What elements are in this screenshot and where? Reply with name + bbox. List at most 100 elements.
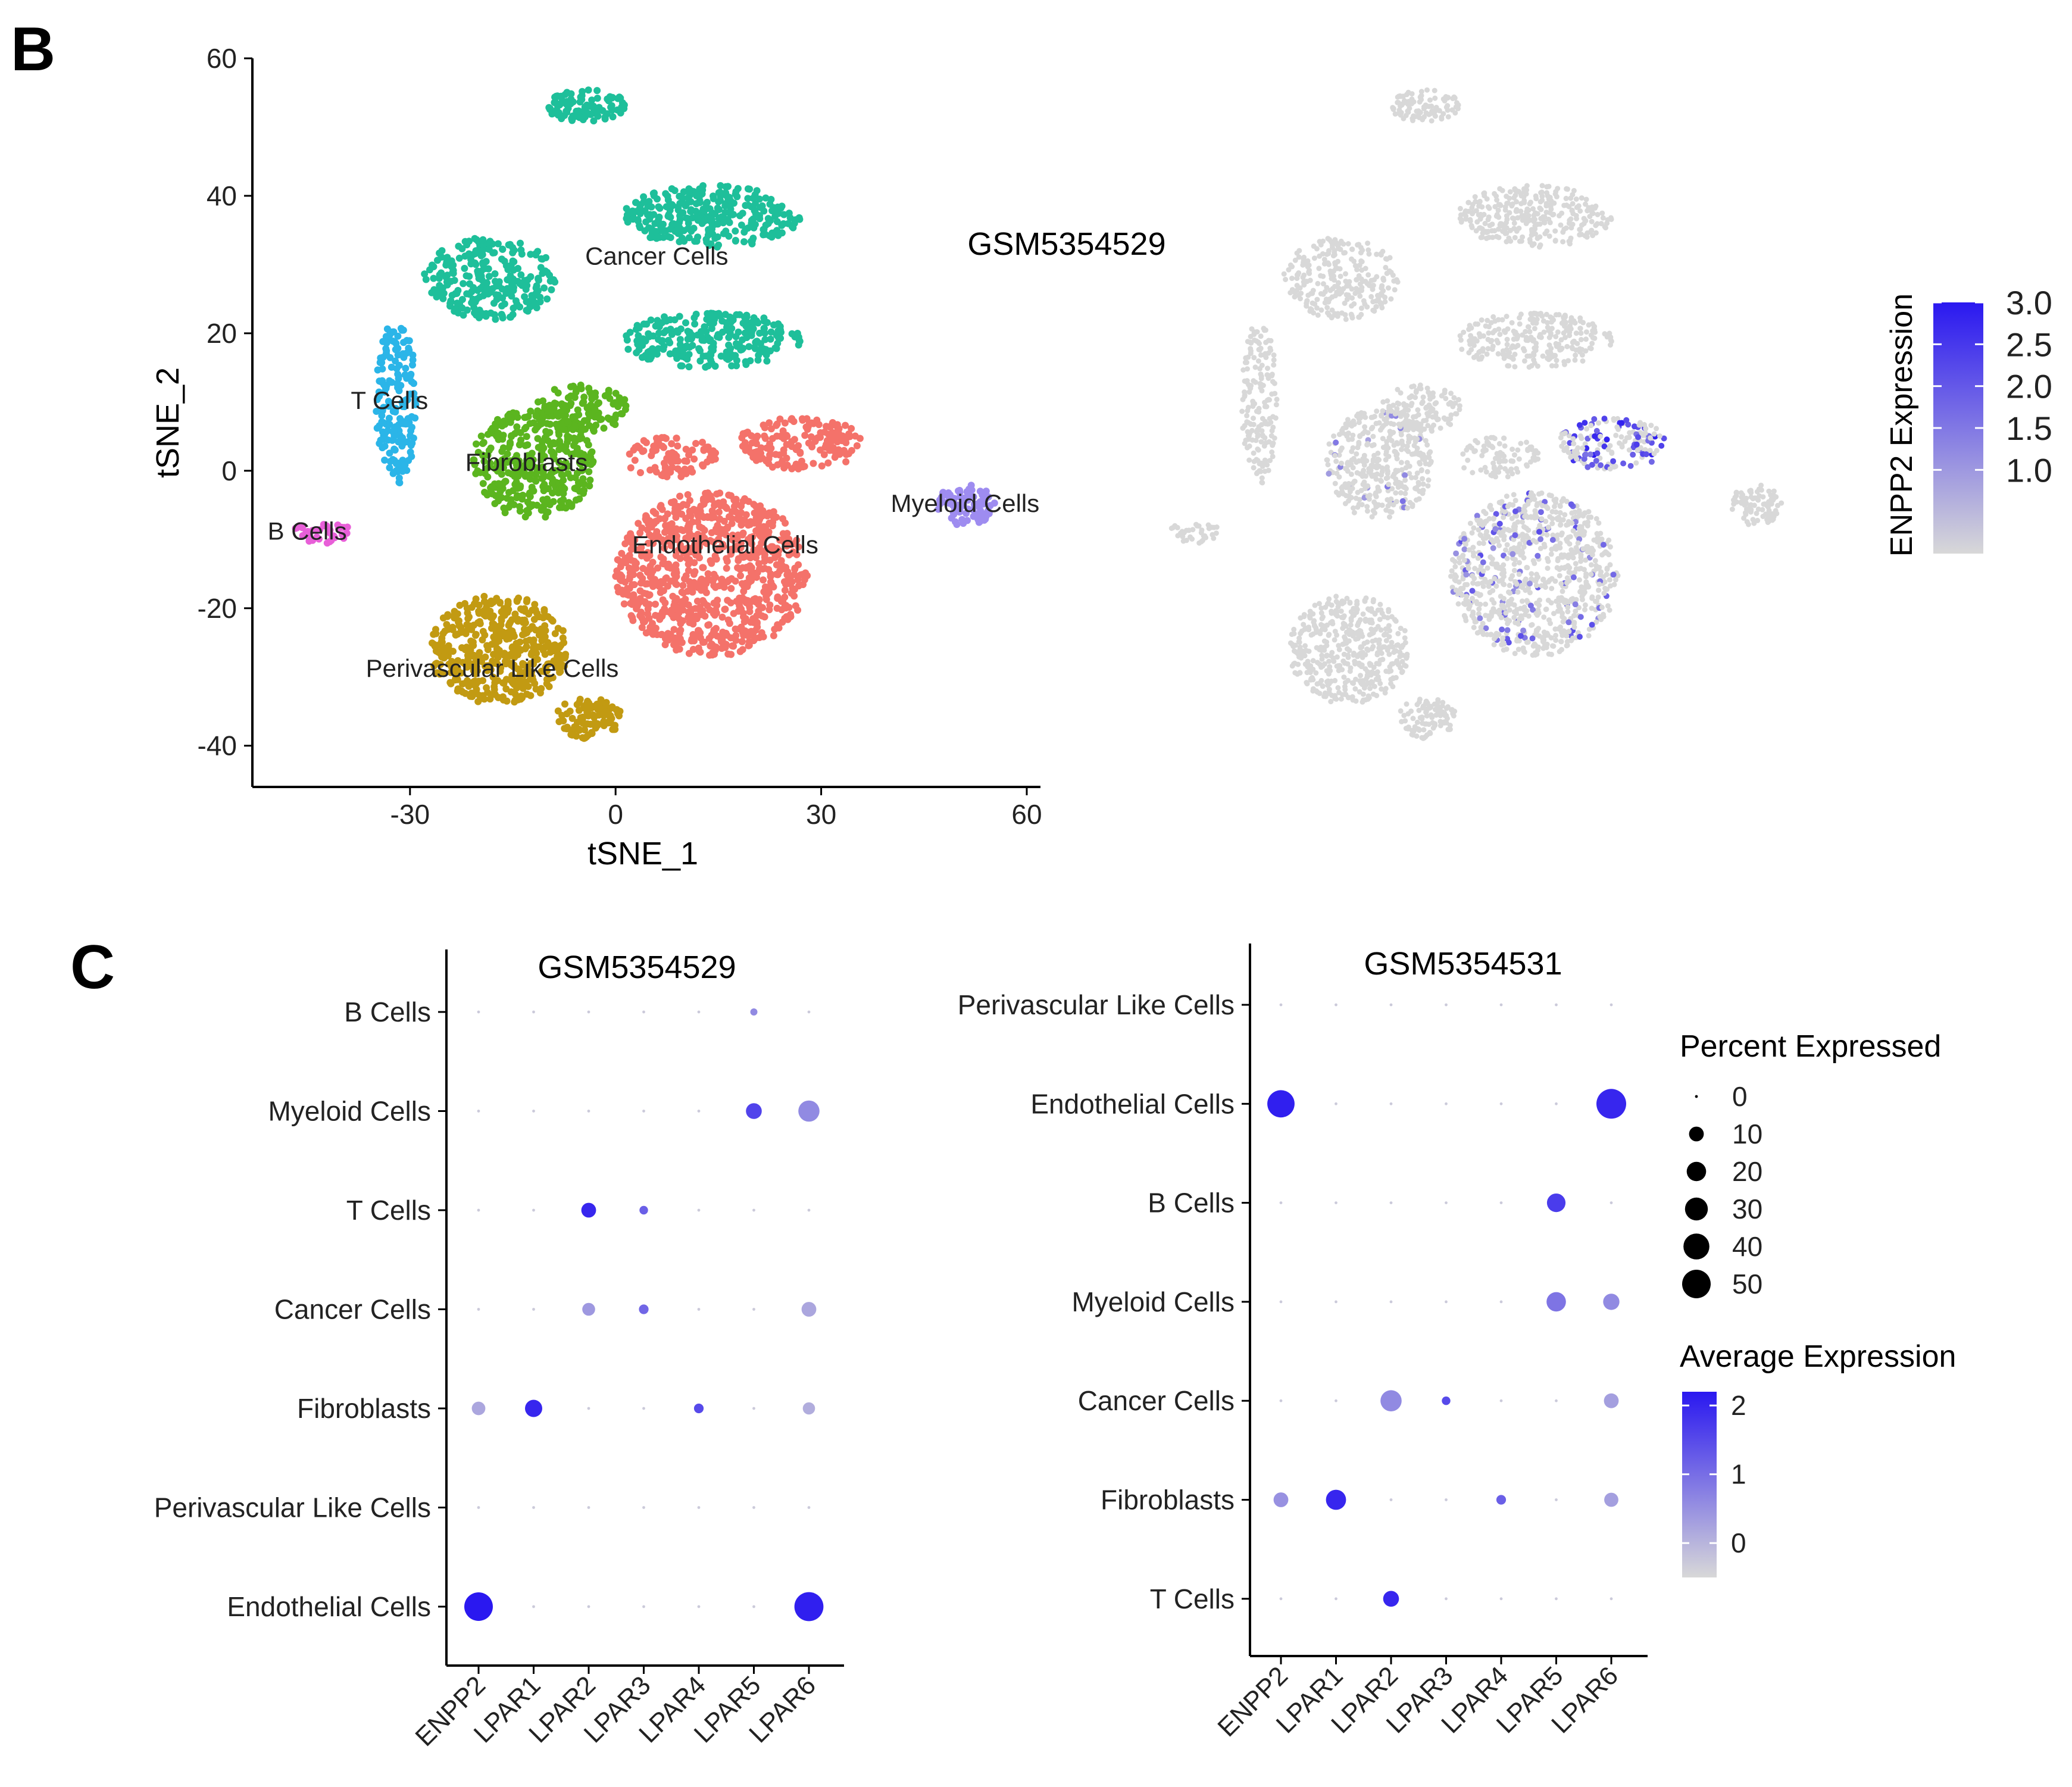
tsne-cell-point — [555, 109, 562, 117]
feature-cell-point — [1354, 460, 1360, 465]
feature-cell-point — [1482, 193, 1487, 199]
tsne-cell-point — [848, 446, 855, 454]
tsne-cell-point — [705, 635, 713, 642]
tsne-cell-point — [677, 626, 685, 634]
feature-cell-point — [1365, 440, 1371, 446]
feature-cell-point — [1542, 231, 1548, 236]
tsne-cell-point — [581, 726, 589, 733]
tsne-cell-point — [701, 323, 708, 330]
tsne-cell-point — [760, 576, 767, 584]
tsne-cell-point — [722, 629, 730, 637]
tsne-cell-point — [543, 268, 551, 276]
tsne-cell-point — [567, 95, 575, 103]
feature-cell-point — [1409, 96, 1415, 102]
feature-cell-point — [1589, 208, 1595, 214]
tsne-cell-point — [516, 303, 524, 311]
tsne-cell-point — [685, 351, 693, 358]
feature-cell-point — [1504, 314, 1510, 319]
x-tick-label: -30 — [390, 799, 430, 830]
tsne-cell-point — [728, 362, 736, 370]
feature-cell-point — [1593, 230, 1599, 236]
feature-cell-point — [1589, 227, 1595, 233]
feature-cell-point — [1358, 245, 1364, 251]
feature-cell-point — [1561, 202, 1567, 208]
feature-cell-point — [1262, 327, 1268, 333]
feature-cell-point — [1429, 118, 1435, 124]
feature-cell-point — [1342, 312, 1348, 318]
feature-cell-point — [1267, 373, 1273, 379]
tsne-cell-point — [480, 439, 487, 446]
tsne-cell-point — [591, 719, 599, 727]
feature-cell-point — [1374, 408, 1380, 414]
feature-cell-point — [1265, 397, 1270, 403]
feature-cell-point — [1349, 246, 1355, 252]
feature-cell-point — [1573, 347, 1579, 353]
tsne-cell-point — [472, 632, 479, 639]
tsne-cell-point — [455, 254, 463, 262]
tsne-cell-point — [729, 352, 737, 360]
tsne-cell-point — [382, 338, 389, 346]
tsne-cell-point — [689, 446, 696, 454]
feature-cell-point — [1410, 504, 1415, 510]
feature-cell-point — [1532, 223, 1538, 229]
tsne-cell-point — [465, 290, 473, 298]
tsne-cell-point — [671, 634, 679, 642]
tsne-cell-point — [439, 630, 447, 638]
tsne-cell-point — [777, 432, 785, 440]
feature-cell-point — [1495, 351, 1501, 357]
tsne-cell-point — [549, 489, 557, 497]
feature-cell-point — [1525, 324, 1531, 330]
tsne-cell-point — [449, 626, 457, 633]
feature-cell-point — [1365, 240, 1371, 246]
feature-cell-point — [1546, 342, 1552, 348]
tsne-cell-point — [589, 711, 597, 718]
feature-cell-point — [1554, 312, 1559, 318]
feature-cell-point — [1380, 445, 1386, 451]
tsne-cell-point — [825, 440, 833, 448]
feature-cell-point — [1542, 220, 1548, 226]
tsne-cell-point — [649, 583, 657, 591]
feature-cell-point — [1418, 421, 1424, 427]
feature-cell-point — [1580, 320, 1586, 326]
feature-cell-point — [1294, 276, 1300, 282]
feature-cell-point — [1573, 352, 1579, 358]
feature-cell-point — [1254, 408, 1260, 414]
feature-cell-point — [1315, 312, 1321, 318]
tsne-cell-point — [732, 237, 739, 245]
tsne-cell-point — [551, 386, 558, 393]
tsne-cell-point — [611, 399, 619, 407]
tsne-cell-point — [712, 449, 719, 457]
tsne-cell-point — [513, 596, 521, 604]
feature-cell-point — [1420, 488, 1426, 493]
x-tick-label: 30 — [806, 799, 836, 830]
feature-cell-point — [1336, 280, 1341, 286]
tsne-cell-point — [522, 414, 530, 421]
tsne-cell-point — [461, 252, 469, 260]
tsne-cell-point — [454, 309, 462, 317]
tsne-cell-point — [465, 613, 473, 621]
feature-cell-point — [1513, 208, 1519, 214]
tsne-cell-point — [722, 189, 730, 196]
tsne-cell-point — [632, 564, 640, 572]
feature-cell-point — [1467, 217, 1473, 223]
feature-cell-point — [1586, 322, 1592, 328]
feature-cell-point — [1531, 216, 1537, 221]
tsne-cell-point — [689, 620, 697, 628]
tsne-cell-point — [687, 227, 695, 235]
tsne-cell-point — [574, 725, 582, 733]
tsne-cell-point — [826, 433, 834, 441]
tsne-cell-point — [521, 513, 529, 521]
feature-cell-point — [1405, 89, 1411, 95]
feature-cell-point — [1270, 379, 1276, 385]
feature-cell-point — [1414, 449, 1420, 455]
tsne-cell-point — [421, 270, 429, 278]
feature-cell-point — [1242, 440, 1248, 446]
tsne-cell-point — [561, 485, 568, 492]
tsne-cell-point — [798, 571, 806, 579]
tsne-cell-point — [686, 508, 693, 515]
feature-cell-point — [1445, 103, 1451, 108]
feature-cell-point — [1546, 196, 1552, 202]
tsne-cell-point — [373, 408, 380, 415]
feature-cell-point — [1310, 290, 1315, 296]
tsne-cell-point — [711, 210, 719, 218]
